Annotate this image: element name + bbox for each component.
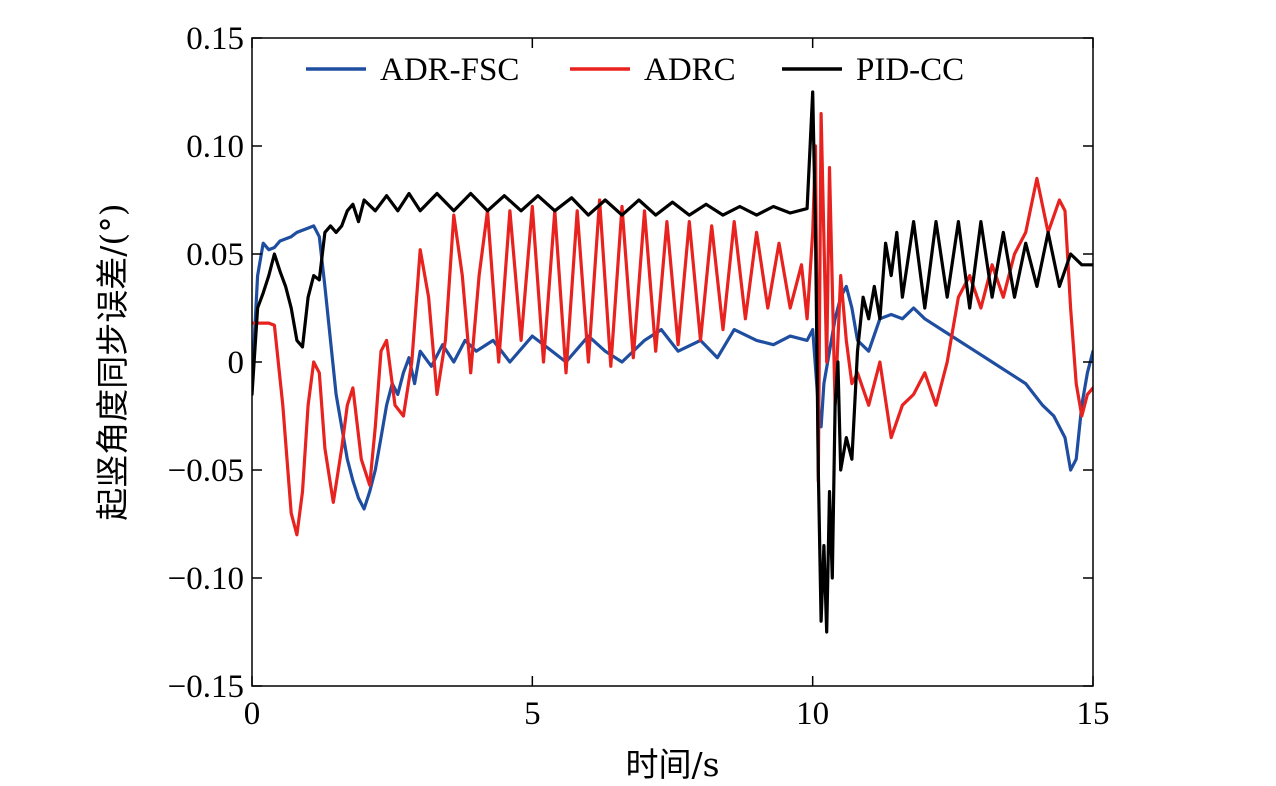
x-tick-label: 0 bbox=[244, 696, 261, 732]
legend: ADR-FSC ADRC PID-CC bbox=[306, 52, 964, 88]
y-tick-label: −0.10 bbox=[168, 561, 244, 597]
legend-item-pid-cc: PID-CC bbox=[782, 52, 964, 88]
x-tick-label: 15 bbox=[1077, 696, 1110, 732]
legend-item-adr-fsc: ADR-FSC bbox=[306, 52, 519, 88]
y-tick-label: −0.05 bbox=[168, 453, 244, 489]
y-tick-label: 0.15 bbox=[186, 21, 244, 57]
legend-label: PID-CC bbox=[856, 52, 964, 88]
y-tick-label: 0.05 bbox=[186, 237, 244, 273]
x-tick-label: 5 bbox=[524, 696, 541, 732]
legend-item-adrc: ADRC bbox=[570, 52, 736, 88]
series-line-adr-fsc bbox=[252, 224, 1093, 511]
plot-area bbox=[252, 90, 1093, 634]
y-tick-label: 0.10 bbox=[186, 129, 244, 165]
plot-frame bbox=[251, 37, 1094, 687]
legend-label: ADR-FSC bbox=[380, 52, 519, 88]
legend-label: ADRC bbox=[644, 52, 736, 88]
y-tick-label: 0 bbox=[228, 345, 245, 381]
series-group bbox=[252, 90, 1093, 634]
y-axis-title: 起竖角度同步误差/(°) bbox=[93, 203, 132, 520]
x-axis-title: 时间/s bbox=[625, 745, 719, 784]
y-tick-label: −0.15 bbox=[168, 669, 244, 705]
series-line-pid-cc bbox=[252, 90, 1093, 634]
axes: 0 5 10 15 −0.15 −0.10 −0.05 0 0.05 0.10 0.15 bbox=[168, 21, 1110, 732]
series-line-adrc bbox=[252, 111, 1093, 537]
x-tick-label: 10 bbox=[796, 696, 829, 732]
